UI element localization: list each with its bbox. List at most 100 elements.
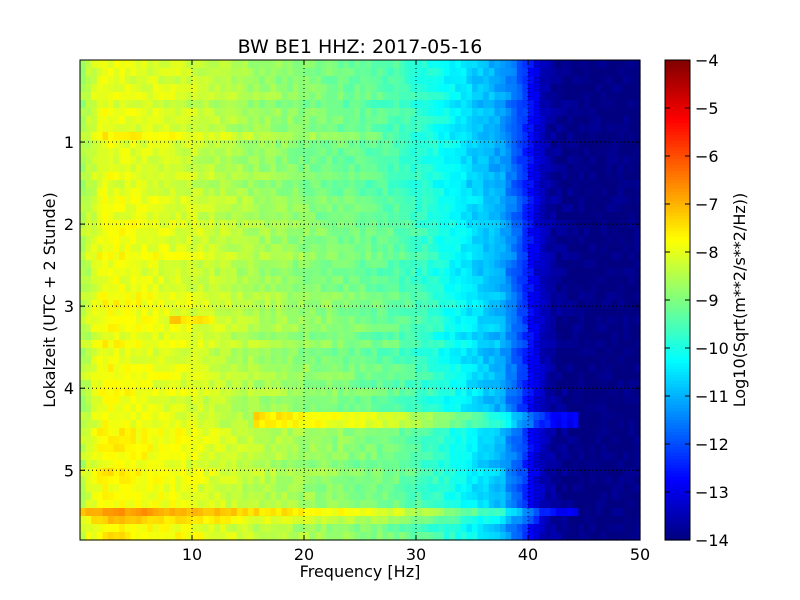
heatmap-cell bbox=[427, 156, 434, 165]
heatmap-cell bbox=[460, 164, 467, 173]
heatmap-cell bbox=[600, 412, 607, 421]
heatmap-cell bbox=[186, 148, 193, 157]
heatmap-cell bbox=[270, 116, 277, 125]
heatmap-cell bbox=[292, 372, 299, 381]
heatmap-cell bbox=[343, 300, 350, 309]
heatmap-cell bbox=[253, 388, 260, 397]
heatmap-cell bbox=[572, 340, 579, 349]
heatmap-cell bbox=[460, 92, 467, 101]
heatmap-cell bbox=[348, 252, 355, 261]
heatmap-cell bbox=[141, 92, 148, 101]
heatmap-cell bbox=[85, 284, 92, 293]
heatmap-cell bbox=[320, 140, 327, 149]
heatmap-cell bbox=[208, 212, 215, 221]
heatmap-cell bbox=[124, 132, 131, 141]
heatmap-cell bbox=[136, 412, 143, 421]
heatmap-cell bbox=[197, 196, 204, 205]
heatmap-cell bbox=[544, 380, 551, 389]
heatmap-cell bbox=[236, 348, 243, 357]
heatmap-cell bbox=[634, 60, 641, 69]
heatmap-cell bbox=[175, 452, 182, 461]
heatmap-cell bbox=[309, 140, 316, 149]
heatmap-cell bbox=[376, 444, 383, 453]
heatmap-cell bbox=[388, 188, 395, 197]
heatmap-cell bbox=[432, 300, 439, 309]
heatmap-cell bbox=[253, 108, 260, 117]
heatmap-cell bbox=[158, 156, 165, 165]
heatmap-cell bbox=[164, 276, 171, 285]
heatmap-cell bbox=[281, 340, 288, 349]
heatmap-cell bbox=[124, 452, 131, 461]
heatmap-cell bbox=[533, 188, 540, 197]
heatmap-cell bbox=[634, 300, 641, 309]
heatmap-cell bbox=[466, 228, 473, 237]
heatmap-cell bbox=[225, 388, 232, 397]
heatmap-cell bbox=[169, 84, 176, 93]
heatmap-cell bbox=[606, 388, 613, 397]
heatmap-cell bbox=[466, 196, 473, 205]
heatmap-cell bbox=[231, 308, 238, 317]
heatmap-cell bbox=[96, 324, 103, 333]
heatmap-cell bbox=[488, 204, 495, 213]
heatmap-cell bbox=[617, 380, 624, 389]
heatmap-cell bbox=[348, 164, 355, 173]
heatmap-cell bbox=[612, 316, 619, 325]
heatmap-cell bbox=[449, 332, 456, 341]
heatmap-cell bbox=[102, 220, 109, 229]
heatmap-cell bbox=[617, 308, 624, 317]
heatmap-cell bbox=[96, 332, 103, 341]
heatmap-cell bbox=[158, 452, 165, 461]
heatmap-cell bbox=[108, 236, 115, 245]
heatmap-cell bbox=[477, 180, 484, 189]
heatmap-cell bbox=[589, 292, 596, 301]
heatmap-cell bbox=[259, 148, 266, 157]
heatmap-cell bbox=[102, 140, 109, 149]
heatmap-cell bbox=[427, 268, 434, 277]
heatmap-cell bbox=[108, 364, 115, 373]
heatmap-cell bbox=[533, 108, 540, 117]
heatmap-cell bbox=[124, 420, 131, 429]
heatmap-cell bbox=[287, 140, 294, 149]
heatmap-cell bbox=[365, 316, 372, 325]
heatmap-cell bbox=[214, 108, 221, 117]
heatmap-cell bbox=[421, 124, 428, 133]
heatmap-cell bbox=[388, 364, 395, 373]
heatmap-cell bbox=[388, 380, 395, 389]
heatmap-cell bbox=[197, 436, 204, 445]
heatmap-cell bbox=[220, 188, 227, 197]
heatmap-cell bbox=[326, 180, 333, 189]
heatmap-cell bbox=[158, 260, 165, 269]
heatmap-cell bbox=[578, 284, 585, 293]
heatmap-cell bbox=[595, 252, 602, 261]
heatmap-cell bbox=[354, 92, 361, 101]
heatmap-cell bbox=[141, 204, 148, 213]
heatmap-cell bbox=[248, 292, 255, 301]
heatmap-cell bbox=[500, 140, 507, 149]
heatmap-cell bbox=[108, 380, 115, 389]
heatmap-cell bbox=[287, 388, 294, 397]
heatmap-cell bbox=[136, 172, 143, 181]
heatmap-cell bbox=[332, 428, 339, 437]
heatmap-cell bbox=[348, 188, 355, 197]
heatmap-cell bbox=[136, 124, 143, 133]
heatmap-cell bbox=[298, 348, 305, 357]
heatmap-cell bbox=[270, 316, 277, 325]
heatmap-cell bbox=[511, 124, 518, 133]
heatmap-cell bbox=[444, 444, 451, 453]
heatmap-cell bbox=[259, 356, 266, 365]
heatmap-cell bbox=[292, 364, 299, 373]
heatmap-cell bbox=[460, 204, 467, 213]
heatmap-cell bbox=[113, 388, 120, 397]
heatmap-cell bbox=[455, 220, 462, 229]
heatmap-cell bbox=[270, 436, 277, 445]
heatmap-cell bbox=[617, 428, 624, 437]
heatmap-cell bbox=[197, 372, 204, 381]
heatmap-cell bbox=[427, 396, 434, 405]
heatmap-cell bbox=[108, 220, 115, 229]
heatmap-cell bbox=[264, 108, 271, 117]
heatmap-cell bbox=[410, 156, 417, 165]
heatmap-cell bbox=[488, 108, 495, 117]
heatmap-cell bbox=[130, 196, 137, 205]
heatmap-cell bbox=[432, 164, 439, 173]
heatmap-cell bbox=[612, 276, 619, 285]
